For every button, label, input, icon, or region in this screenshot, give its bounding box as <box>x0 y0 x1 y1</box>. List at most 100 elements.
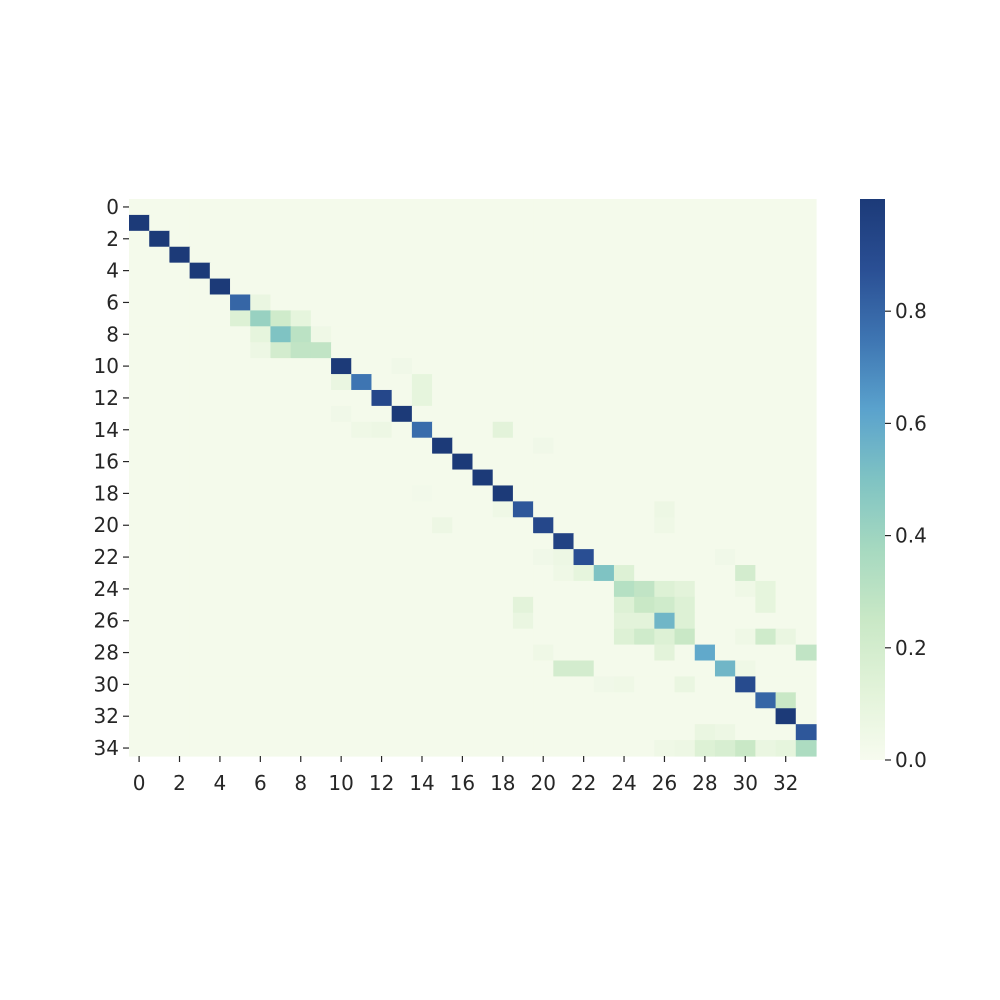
x-tick-label: 20 <box>530 771 555 795</box>
heatmap-cell <box>553 692 575 709</box>
heatmap-cell <box>533 358 554 375</box>
heatmap-cell <box>452 580 474 598</box>
y-tick-label: 10 <box>94 354 119 378</box>
heatmap-cell <box>310 612 332 630</box>
x-tick-label: 22 <box>571 771 596 795</box>
heatmap-cell <box>209 485 231 502</box>
heatmap-cell <box>270 501 292 518</box>
heatmap-cell <box>694 660 716 678</box>
heatmap-cell <box>472 612 494 630</box>
y-tick-label: 6 <box>106 290 119 314</box>
heatmap-cell <box>674 342 696 359</box>
heatmap-cell <box>432 612 453 630</box>
heatmap-cell <box>432 740 453 757</box>
heatmap-cell <box>149 342 171 359</box>
heatmap-cell <box>533 262 554 280</box>
heatmap-cell <box>209 358 231 375</box>
heatmap-cell <box>290 724 312 741</box>
heatmap-cell <box>149 437 171 455</box>
heatmap-cell <box>694 262 716 280</box>
heatmap-cell <box>694 676 716 693</box>
heatmap-cell <box>209 405 231 423</box>
heatmap-cell <box>654 469 676 487</box>
heatmap-cell <box>452 469 474 487</box>
heatmap-cell <box>209 310 231 327</box>
heatmap-cell <box>189 469 211 487</box>
heatmap-cell <box>512 660 534 678</box>
heatmap-cell <box>694 437 716 455</box>
heatmap-cell <box>230 565 251 582</box>
heatmap-cell <box>694 644 716 662</box>
heatmap-cell <box>270 310 292 327</box>
heatmap-cell <box>472 660 494 678</box>
heatmap-cell <box>270 517 292 534</box>
heatmap-cell <box>795 533 817 550</box>
heatmap-cell <box>512 549 534 566</box>
heatmap-cell <box>472 358 494 375</box>
heatmap-cell <box>492 644 514 662</box>
heatmap-cell <box>573 692 595 709</box>
heatmap-cell <box>492 294 514 311</box>
heatmap-cell <box>533 533 554 550</box>
heatmap-cell <box>634 246 655 264</box>
colorbar-tick-label: 0.8 <box>895 299 927 323</box>
heatmap-cell <box>391 246 413 264</box>
heatmap-cell <box>694 230 716 248</box>
heatmap-cell <box>654 692 676 709</box>
heatmap-cell <box>391 596 413 614</box>
heatmap-cell <box>290 565 312 582</box>
heatmap-cell <box>331 549 352 566</box>
heatmap-cell <box>714 580 736 598</box>
heatmap-cell <box>189 549 211 566</box>
heatmap-cell <box>250 278 272 296</box>
heatmap-cell <box>250 326 272 343</box>
heatmap-cell <box>512 485 534 502</box>
heatmap-cell <box>593 565 615 582</box>
heatmap-cell <box>492 421 514 439</box>
heatmap-cell <box>634 389 655 407</box>
heatmap-cell <box>452 262 474 280</box>
heatmap-cell <box>411 580 433 598</box>
heatmap-cell <box>129 596 150 614</box>
heatmap-cell <box>674 612 696 630</box>
heatmap-cell <box>634 262 655 280</box>
heatmap-cell <box>755 358 777 375</box>
heatmap-cell <box>351 644 373 662</box>
heatmap-cell <box>270 612 292 630</box>
heatmap-cell <box>553 358 575 375</box>
heatmap-cell <box>432 421 453 439</box>
heatmap-cell <box>290 199 312 216</box>
heatmap-cell <box>149 278 171 296</box>
heatmap-cell <box>512 708 534 725</box>
heatmap-cell <box>714 214 736 232</box>
heatmap-cell <box>694 549 716 566</box>
heatmap-cell <box>331 358 352 375</box>
heatmap-cell <box>674 246 696 264</box>
heatmap-cell <box>149 517 171 534</box>
heatmap-cell <box>472 596 494 614</box>
heatmap-cell <box>290 596 312 614</box>
heatmap-cell <box>250 262 272 280</box>
heatmap-cell <box>310 676 332 693</box>
heatmap-cell <box>270 660 292 678</box>
heatmap-cell <box>351 437 373 455</box>
heatmap-cell <box>775 676 797 693</box>
heatmap-cell <box>775 628 797 646</box>
heatmap-cell <box>250 405 272 423</box>
heatmap-cell <box>149 214 171 232</box>
heatmap-cell <box>512 453 534 471</box>
heatmap-cell <box>573 660 595 678</box>
heatmap-cell <box>775 644 797 662</box>
heatmap-cell <box>331 517 352 534</box>
heatmap-cell <box>310 549 332 566</box>
heatmap-cell <box>209 628 231 646</box>
heatmap-cell <box>613 326 635 343</box>
heatmap-cell <box>169 580 191 598</box>
heatmap-cell <box>714 358 736 375</box>
heatmap-cell <box>512 533 534 550</box>
heatmap-cell <box>593 246 615 264</box>
heatmap-cell <box>735 342 756 359</box>
heatmap-cell <box>714 310 736 327</box>
heatmap-cell <box>432 549 453 566</box>
heatmap-cell <box>674 469 696 487</box>
